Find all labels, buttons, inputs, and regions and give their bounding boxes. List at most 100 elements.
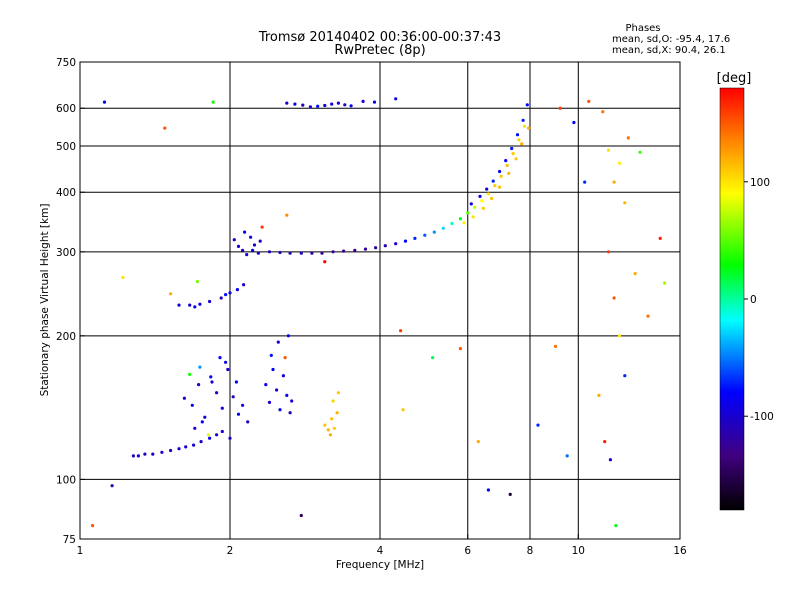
data-point (210, 380, 214, 384)
data-point (290, 399, 294, 403)
data-point (336, 391, 340, 395)
data-point (301, 103, 305, 107)
data-point (285, 213, 289, 217)
data-point (361, 99, 365, 103)
data-point (323, 423, 327, 427)
data-point (623, 201, 627, 205)
data-point (493, 184, 497, 188)
data-point (256, 251, 260, 255)
data-point (587, 99, 591, 103)
data-point (498, 185, 502, 189)
y-axis-label: Stationary phase Virtual Height [km] (39, 204, 51, 397)
data-point (372, 100, 377, 104)
data-point (608, 458, 613, 462)
data-point (520, 142, 524, 146)
data-point (491, 179, 495, 183)
data-point (517, 138, 521, 142)
legend-line-o: mean, sd,O: -95.4, 17.6 (612, 34, 730, 45)
data-point (331, 399, 335, 403)
data-point (330, 417, 334, 421)
data-point (349, 104, 353, 108)
chart-title: Tromsø 20140402 00:36:00-00:37:43 (258, 30, 501, 45)
y-tick-label: 100 (56, 474, 76, 486)
data-point (143, 452, 147, 456)
data-point (209, 375, 213, 379)
data-point (193, 305, 197, 309)
data-point (336, 101, 340, 105)
data-point (242, 283, 246, 287)
data-point (507, 171, 511, 175)
data-point (617, 334, 622, 338)
data-point (102, 100, 107, 104)
data-point (558, 106, 562, 110)
data-point (323, 260, 327, 264)
data-point (663, 281, 667, 285)
data-point (399, 329, 403, 333)
data-point (278, 408, 282, 412)
data-point (638, 150, 642, 154)
colorbar-ticks: 100 0 -100 (744, 177, 774, 423)
grid-lines (80, 62, 680, 539)
data-point (271, 367, 275, 372)
data-point (623, 374, 627, 378)
data-point (249, 235, 253, 239)
data-point (310, 251, 314, 255)
data-point (504, 159, 508, 163)
data-point (121, 275, 125, 280)
x-tick-label: 6 (464, 545, 471, 557)
data-point (198, 365, 202, 369)
data-point (224, 293, 228, 297)
data-point (188, 372, 192, 376)
data-point (403, 239, 408, 243)
data-point (228, 291, 232, 295)
data-point (320, 251, 324, 255)
data-point (91, 524, 95, 528)
data-point (286, 334, 290, 338)
data-point (211, 100, 215, 104)
data-point (281, 374, 285, 378)
data-point (485, 187, 489, 191)
y-tick-label: 750 (56, 57, 76, 69)
data-point (228, 436, 232, 440)
data-point (527, 126, 531, 130)
data-point (269, 353, 273, 357)
data-point (246, 420, 250, 424)
data-point (510, 146, 514, 151)
y-tick-label: 600 (56, 103, 76, 115)
chart-subtitle: RwPretec (8p) (334, 43, 425, 58)
data-point (597, 393, 601, 397)
data-point (190, 403, 194, 407)
data-point (215, 433, 219, 437)
data-point (374, 246, 378, 250)
data-point (208, 299, 212, 304)
data-point (617, 161, 622, 165)
data-point (110, 484, 114, 488)
data-point (490, 196, 494, 201)
data-point (198, 302, 202, 306)
data-point (243, 230, 247, 234)
x-axis-ticks: 1 2 4 6 8 10 16 (77, 534, 687, 557)
data-point (606, 250, 611, 254)
data-point (612, 296, 616, 300)
y-tick-label: 200 (56, 331, 76, 343)
data-point (136, 454, 140, 458)
colorbar-tick-label: 0 (750, 294, 757, 306)
data-point (200, 420, 204, 424)
colorbar-tick-label: -100 (750, 411, 774, 423)
data-point (471, 215, 475, 219)
data-point (293, 102, 297, 106)
legend-line-x: mean, sd,X: 90.4, 26.1 (612, 45, 726, 56)
data-point (572, 120, 576, 125)
data-point (626, 136, 630, 140)
data-point (431, 356, 435, 360)
data-point (498, 169, 502, 174)
data-point (606, 148, 611, 152)
data-point (432, 230, 436, 234)
data-point (603, 440, 607, 444)
data-point (511, 152, 515, 156)
data-point (383, 244, 387, 248)
data-point (163, 126, 167, 130)
data-point (601, 110, 605, 114)
data-point (423, 233, 427, 237)
data-point (583, 180, 587, 184)
